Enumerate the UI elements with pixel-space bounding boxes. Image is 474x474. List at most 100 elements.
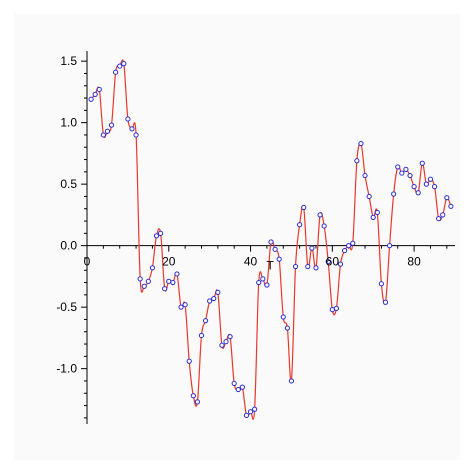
data-point (121, 61, 127, 67)
data-point (342, 247, 348, 254)
data-point (108, 122, 115, 128)
data-point (92, 91, 98, 97)
data-point (284, 325, 290, 331)
y-tick-label: -0.5 (56, 300, 77, 314)
y-tick-label: 0.5 (60, 177, 77, 191)
data-point (415, 190, 421, 196)
x-tick-label: 80 (407, 255, 421, 269)
data-point (321, 223, 327, 229)
data-point (276, 256, 282, 262)
data-point (292, 263, 299, 270)
data-point (374, 209, 380, 216)
data-point (125, 116, 131, 122)
data-point (113, 69, 119, 75)
data-point (411, 184, 417, 190)
data-point (129, 126, 135, 132)
data-point (198, 332, 205, 339)
data-point (337, 261, 344, 267)
data-point (333, 305, 340, 311)
data-point (178, 304, 184, 310)
data-point (329, 307, 335, 313)
data-point (280, 314, 286, 320)
data-point (100, 132, 106, 138)
x-tick-label: 40 (244, 255, 258, 269)
series-layer (88, 59, 454, 420)
data-point (227, 334, 233, 340)
data-point (305, 263, 311, 270)
data-point (325, 259, 331, 265)
y-tick-label: 1.5 (60, 54, 77, 68)
data-point (382, 299, 389, 305)
data-point (149, 265, 156, 271)
data-point (190, 393, 196, 399)
tick-labels: 1.5 1.0 0.5 0.0 -0.5 -1.0 0 20 40 60 80 (56, 54, 421, 376)
data-point (133, 132, 139, 138)
data-point (419, 160, 425, 166)
x-tick-label: 60 (326, 255, 340, 269)
data-point (141, 283, 147, 289)
data-point (358, 140, 364, 147)
data-point (407, 172, 413, 179)
data-point (153, 233, 160, 239)
data-point (117, 63, 123, 69)
data-point (256, 279, 262, 286)
y-tick-label: 1.0 (60, 116, 77, 130)
axes (81, 51, 455, 424)
data-point (444, 195, 450, 201)
data-point (431, 184, 438, 190)
data-point (354, 158, 360, 164)
data-point (145, 278, 151, 284)
data-point (395, 164, 401, 170)
data-point (264, 282, 270, 288)
data-point (96, 86, 102, 93)
y-tick-label: -1.0 (56, 362, 77, 376)
x-tick-label: 0 (84, 255, 91, 269)
data-point (215, 289, 221, 295)
data-point (309, 245, 315, 251)
data-point (186, 358, 192, 364)
data-point (301, 204, 307, 211)
data-point (239, 384, 245, 390)
data-point (252, 406, 258, 412)
data-point (235, 386, 241, 393)
data-point (440, 212, 446, 218)
data-point (182, 302, 188, 308)
data-point (162, 286, 168, 292)
data-point (427, 176, 434, 182)
data-point (391, 191, 397, 197)
data-point (378, 281, 384, 287)
data-point (223, 338, 229, 345)
data-point (202, 318, 209, 324)
data-point (399, 170, 405, 176)
data-point (346, 243, 352, 249)
data-point (174, 271, 180, 277)
data-point (350, 240, 356, 246)
data-point (207, 298, 213, 304)
data-point (313, 265, 319, 271)
data-point (211, 295, 217, 302)
data-point (423, 181, 429, 187)
x-tick-label: 20 (162, 255, 176, 269)
data-point (247, 409, 254, 415)
data-point (386, 243, 393, 249)
data-point (104, 128, 111, 134)
data-point (362, 172, 368, 179)
data-point (170, 279, 176, 286)
plot-panel (14, 14, 460, 460)
data-point (194, 399, 200, 405)
data-point (297, 222, 303, 228)
data-point (366, 193, 372, 200)
data-point (317, 212, 323, 218)
data-point (272, 246, 278, 252)
data-point (137, 276, 143, 282)
data-point (288, 378, 295, 384)
data-point (88, 96, 94, 102)
data-point (370, 214, 376, 220)
data-point (231, 380, 237, 387)
data-point (436, 215, 442, 222)
data-point (448, 203, 454, 209)
data-point (219, 342, 225, 348)
data-point (158, 230, 164, 236)
data-point (403, 166, 409, 172)
